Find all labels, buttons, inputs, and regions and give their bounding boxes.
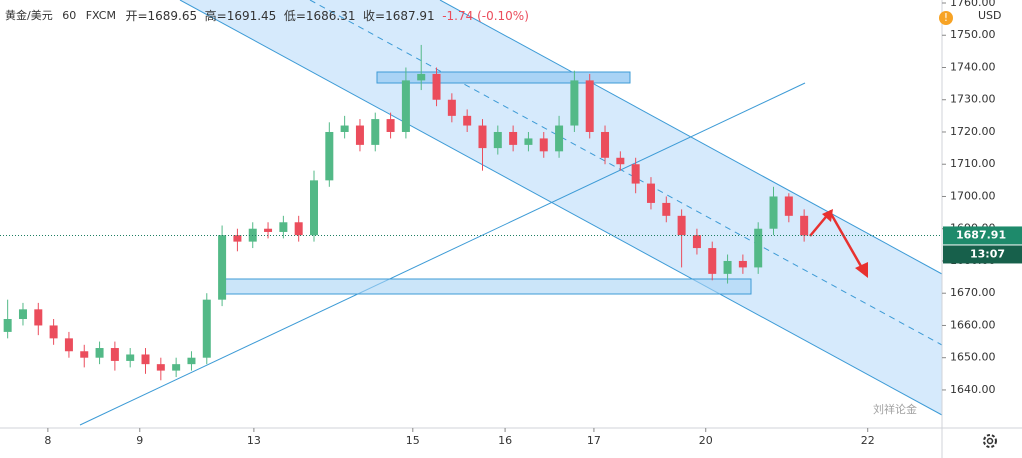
trend-line: [79, 82, 806, 426]
candle-body: [662, 202, 671, 216]
candle-body: [126, 354, 135, 361]
candle-body: [677, 215, 686, 236]
candle-body: [202, 299, 211, 358]
high: 高=1691.45: [205, 8, 277, 23]
y-tick-label: 1670.00: [950, 286, 996, 299]
candle-body: [509, 131, 518, 145]
candle-body: [310, 180, 318, 236]
open: 开=1689.65: [125, 9, 197, 23]
candle-body: [570, 80, 579, 126]
candle-body: [371, 119, 380, 145]
candle-body: [585, 80, 594, 132]
candle-body: [646, 183, 655, 203]
candle-body: [340, 125, 349, 132]
drawings: [79, 0, 942, 426]
watermark: 刘祥论金: [873, 402, 917, 416]
candle-body: [616, 157, 625, 165]
candle-body: [601, 131, 610, 158]
candle-body: [784, 196, 793, 216]
last-price-tag: [943, 226, 1022, 245]
countdown-tag: [943, 245, 1022, 264]
candle-body: [279, 222, 288, 232]
candle-body: [141, 354, 150, 365]
candle-body: [264, 228, 273, 232]
candle-body: [524, 138, 533, 145]
candle-body: [723, 260, 732, 274]
symbol: 黄金/美元: [5, 8, 53, 22]
x-tick-label: 13: [247, 434, 261, 447]
y-tick-label: 1650.00: [950, 351, 996, 364]
y-tick-label: 1660.00: [950, 318, 996, 331]
candle-body: [3, 319, 12, 332]
channel-lower: [179, 0, 942, 416]
candle-body: [386, 119, 395, 132]
candle-body: [110, 348, 119, 361]
candle-body: [478, 125, 487, 149]
candle-body: [555, 125, 564, 152]
change: -1.74 (-0.10%): [442, 9, 529, 23]
candle-body: [172, 364, 181, 371]
candle-body: [156, 364, 165, 371]
candle-body: [64, 338, 73, 352]
alert-icon-mark: !: [944, 11, 948, 24]
y-tick-label: 1730.00: [950, 93, 996, 106]
candle-body: [769, 196, 778, 229]
candle-body: [539, 138, 548, 152]
source: FXCM: [86, 9, 116, 22]
x-tick-label: 9: [136, 434, 143, 447]
y-tick-label: 1720.00: [950, 125, 996, 138]
close: 收=1687.91: [363, 9, 435, 23]
candle-body: [631, 164, 640, 184]
candle-body: [49, 325, 58, 339]
y-tick-label: 1710.00: [950, 157, 996, 170]
y-tick-label: 1740.00: [950, 60, 996, 73]
candle-body: [493, 131, 502, 149]
candle-body: [447, 99, 456, 116]
axes: 1640.001650.001660.001670.001680.001690.…: [0, 0, 1022, 447]
settings-icon[interactable]: [983, 434, 997, 448]
candle-body: [355, 125, 364, 145]
candle-body: [34, 309, 43, 326]
x-tick-label: 15: [406, 434, 420, 447]
last-price-label: 1687.91: [956, 228, 1006, 241]
candle-body: [754, 228, 763, 268]
candle-body: [95, 348, 104, 358]
y-tick-label: 1640.00: [950, 383, 996, 396]
low: 低=1686.31: [284, 9, 356, 23]
currency-box: [972, 6, 1008, 26]
candle-body: [18, 309, 27, 320]
candle-body: [708, 248, 717, 274]
candle-body: [401, 80, 410, 132]
candle-body: [294, 222, 303, 236]
alert-icon[interactable]: [939, 11, 953, 25]
candle-body: [463, 115, 472, 126]
candle-body: [800, 215, 809, 236]
candle-body: [325, 131, 334, 181]
countdown: 13:07: [970, 247, 1005, 260]
candles: [3, 44, 809, 381]
x-tick-label: 17: [587, 434, 601, 447]
currency: USD: [978, 9, 1002, 22]
y-tick-label: 1750.00: [950, 28, 996, 41]
forecast-arrow: [809, 209, 868, 278]
candle-body: [187, 357, 196, 365]
candle-body: [218, 235, 227, 300]
candle-body: [738, 260, 747, 268]
candle-body: [80, 351, 89, 358]
y-tick-label: 1700.00: [950, 189, 996, 202]
resistance-box: [376, 71, 631, 84]
interval: 60: [62, 9, 76, 22]
candle-body: [417, 73, 426, 81]
y-tick-label: 1760.00: [950, 0, 996, 9]
x-tick-label: 20: [699, 434, 713, 447]
support-box: [219, 278, 752, 295]
x-tick-label: 16: [498, 434, 512, 447]
header: 黄金/美元 60 FXCM 开=1689.65 高=1691.45 低=1686…: [5, 8, 529, 23]
x-tick-label: 22: [861, 434, 875, 447]
candle-body: [692, 235, 701, 249]
candle-body: [233, 235, 242, 242]
candle-body: [432, 73, 441, 100]
x-tick-label: 8: [44, 434, 51, 447]
